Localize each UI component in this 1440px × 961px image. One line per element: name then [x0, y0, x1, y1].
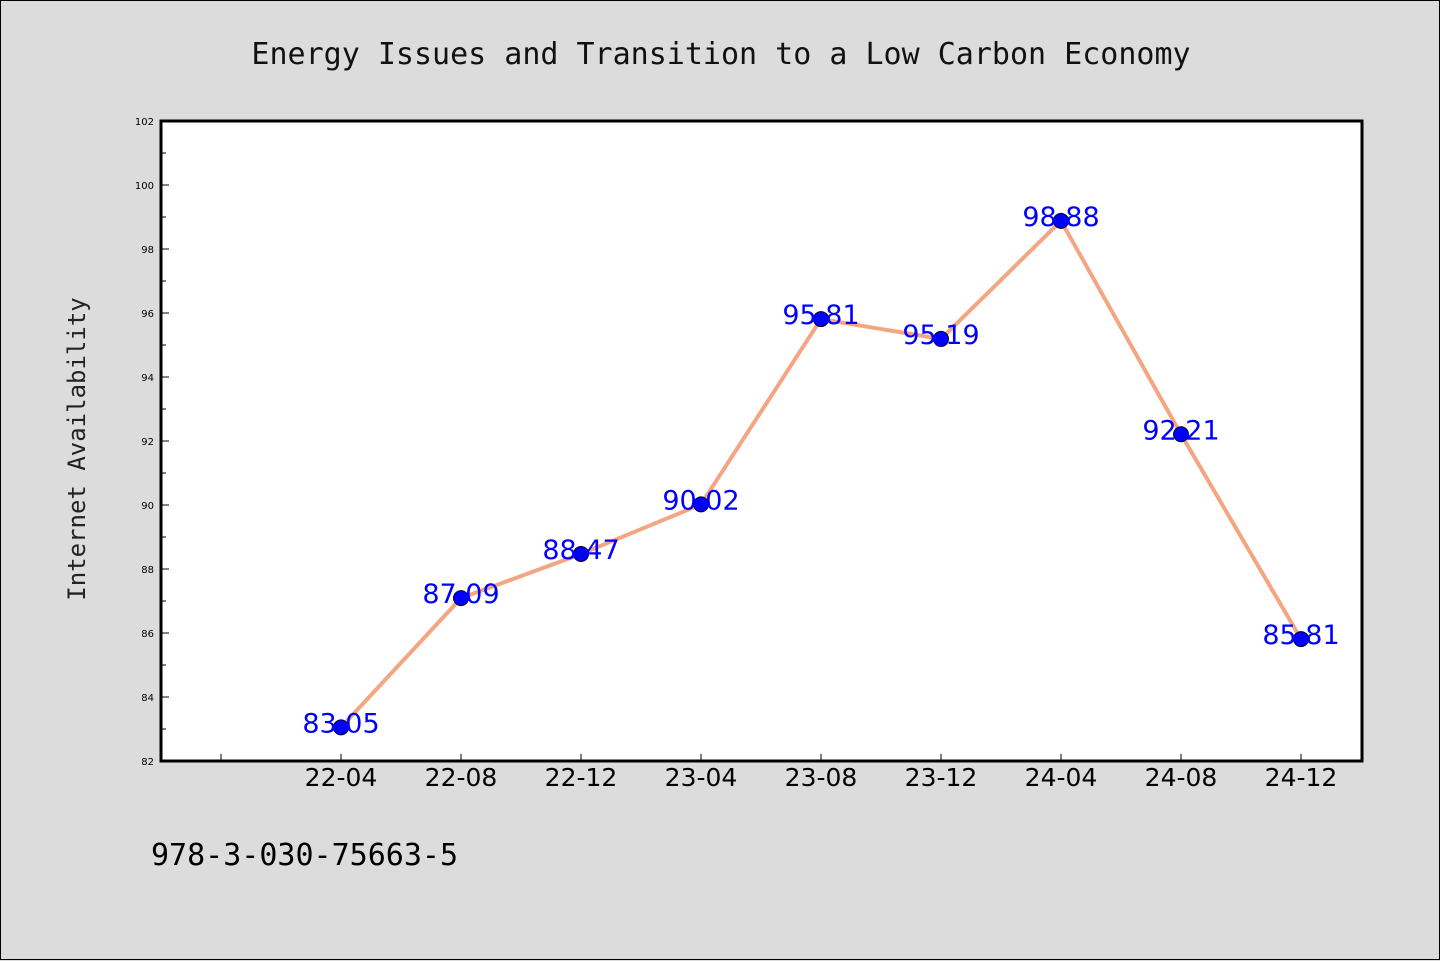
data-point: [453, 590, 469, 607]
data-label: 90.02: [662, 485, 739, 516]
data-point: [1293, 631, 1309, 648]
y-tick-label: 90: [141, 501, 154, 512]
data-point: [933, 330, 949, 347]
y-tick-label: 82: [141, 757, 154, 768]
y-tick-label: 92: [141, 437, 154, 448]
data-labels: 83.05 87.09 88.47 90.02 95.81 95.19 98.88 92.21…: [302, 202, 1339, 740]
y-tick-label: 98: [141, 245, 154, 256]
y-tick-label: 102: [135, 117, 154, 128]
data-point: [333, 719, 349, 736]
data-label: 83.05: [302, 708, 379, 739]
x-tick-label: 22-08: [425, 763, 498, 792]
y-tick-label: 100: [135, 181, 154, 192]
y-axis-label: Internet Availability: [63, 297, 91, 600]
x-tick-label: 24-12: [1265, 763, 1338, 792]
x-tick-label: 23-04: [665, 763, 738, 792]
x-tick-label: 24-08: [1145, 763, 1218, 792]
data-label: 98.88: [1022, 202, 1099, 233]
data-label: 85.81: [1262, 620, 1339, 651]
footer-isbn: 978-3-030-75663-5: [151, 838, 458, 873]
y-tick-label: 96: [141, 309, 154, 320]
y-axis: 82 84 86 88 90 92 94 96 98 100 102: [135, 117, 169, 768]
plot-area: [159, 119, 1364, 763]
x-tick-label: 22-04: [305, 763, 378, 792]
y-tick-label: 94: [141, 373, 154, 384]
chart-title: Energy Issues and Transition to a Low Ca…: [251, 37, 1190, 72]
data-label: 95.19: [902, 320, 979, 351]
x-axis: 22-04 22-08 22-12 23-04 23-08 23-12 24-04 24-08…: [220, 754, 1338, 792]
x-tick-label: 22-12: [545, 763, 618, 792]
y-tick-label: 86: [141, 629, 154, 640]
series-line: [333, 212, 1309, 736]
data-point: [813, 311, 829, 328]
data-point: [1053, 212, 1069, 229]
data-label: 92.21: [1142, 415, 1219, 446]
x-tick-label: 23-12: [905, 763, 978, 792]
data-point: [693, 496, 709, 513]
data-label: 95.81: [782, 300, 859, 331]
y-tick-label: 88: [141, 565, 154, 576]
data-label: 87.09: [422, 579, 499, 610]
x-tick-label: 23-08: [785, 763, 858, 792]
data-point: [1173, 426, 1189, 443]
x-tick-label: 24-04: [1025, 763, 1098, 792]
y-tick-label: 84: [141, 693, 154, 704]
data-point: [573, 545, 589, 562]
data-label: 88.47: [542, 535, 619, 566]
